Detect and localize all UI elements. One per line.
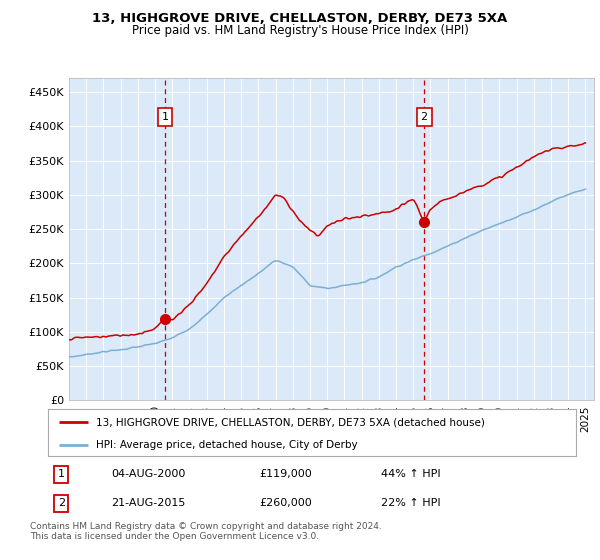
Text: £260,000: £260,000 xyxy=(259,498,312,508)
Text: 13, HIGHGROVE DRIVE, CHELLASTON, DERBY, DE73 5XA (detached house): 13, HIGHGROVE DRIVE, CHELLASTON, DERBY, … xyxy=(95,417,484,427)
Text: 44% ↑ HPI: 44% ↑ HPI xyxy=(380,469,440,479)
Text: 1: 1 xyxy=(161,112,169,122)
Text: 13, HIGHGROVE DRIVE, CHELLASTON, DERBY, DE73 5XA: 13, HIGHGROVE DRIVE, CHELLASTON, DERBY, … xyxy=(92,12,508,25)
Text: Price paid vs. HM Land Registry's House Price Index (HPI): Price paid vs. HM Land Registry's House … xyxy=(131,24,469,37)
Text: 1: 1 xyxy=(58,469,65,479)
Text: £119,000: £119,000 xyxy=(259,469,312,479)
Text: Contains HM Land Registry data © Crown copyright and database right 2024.
This d: Contains HM Land Registry data © Crown c… xyxy=(30,522,382,542)
Text: 21-AUG-2015: 21-AUG-2015 xyxy=(112,498,186,508)
Text: 2: 2 xyxy=(58,498,65,508)
Text: HPI: Average price, detached house, City of Derby: HPI: Average price, detached house, City… xyxy=(95,440,357,450)
Text: 2: 2 xyxy=(421,112,428,122)
Text: 22% ↑ HPI: 22% ↑ HPI xyxy=(380,498,440,508)
Text: 04-AUG-2000: 04-AUG-2000 xyxy=(112,469,186,479)
